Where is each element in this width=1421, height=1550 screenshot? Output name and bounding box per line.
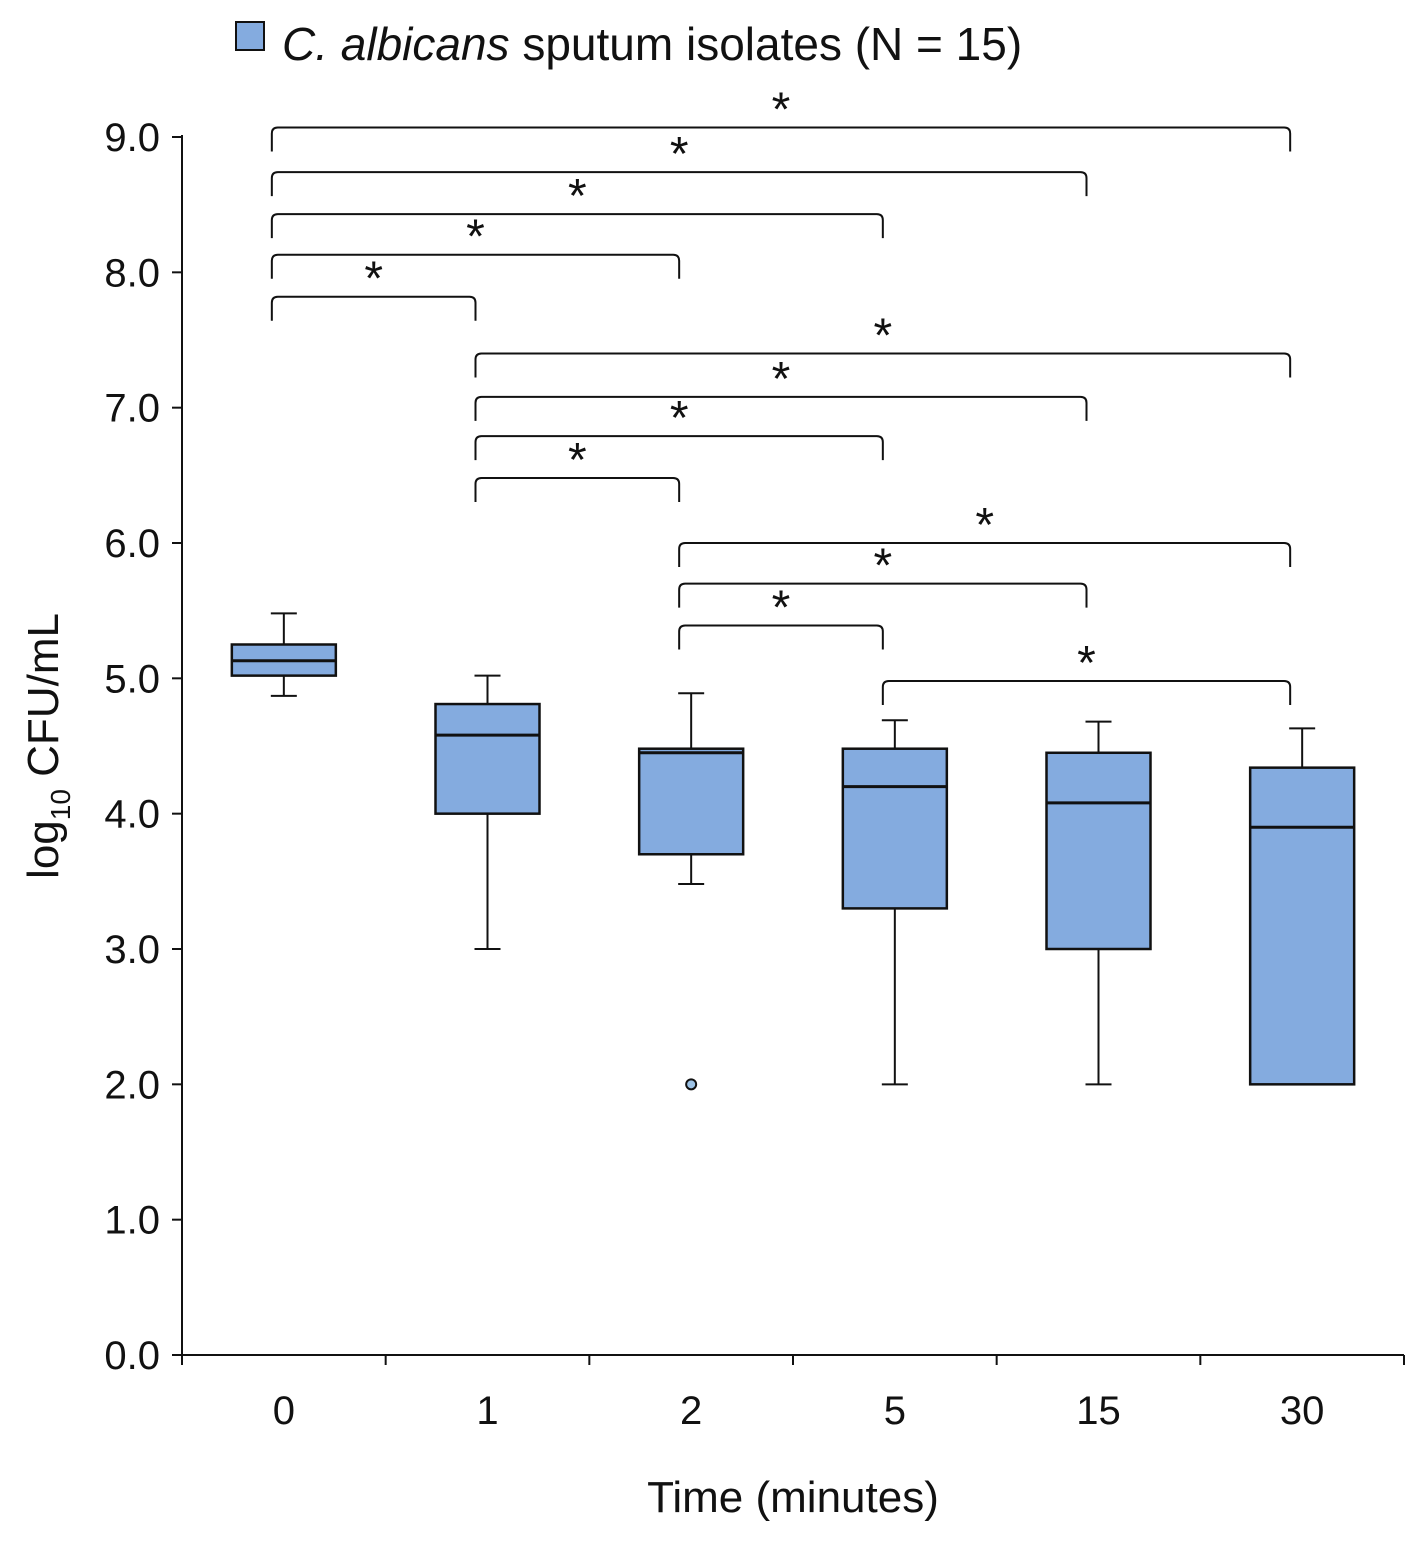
x-tick-label: 1 [476, 1389, 498, 1433]
bracket-line [270, 295, 477, 321]
bracket-0-2: * [270, 211, 681, 279]
y-tick-label: 4.0 [104, 793, 160, 837]
significance-star: * [364, 253, 383, 306]
bracket-line [474, 395, 1088, 421]
significance-star: * [568, 170, 587, 223]
y-axis-title-tail: CFU/mL [19, 613, 68, 789]
significance-star: * [1077, 637, 1096, 690]
bracket-2-15: * [678, 540, 1088, 608]
box-iqr [434, 702, 541, 815]
bracket-line [678, 624, 884, 650]
significance-star: * [975, 499, 994, 552]
bracket-line [270, 253, 681, 279]
box-15 [1045, 720, 1152, 1086]
significance-star: * [772, 582, 791, 635]
box-2 [637, 692, 745, 1091]
y-tick-label: 3.0 [104, 928, 160, 972]
y-tick-label: 2.0 [104, 1063, 160, 1107]
outlier-point [685, 1078, 698, 1091]
legend-label-italic: C. albicans [282, 18, 510, 70]
x-tick-label: 0 [273, 1389, 295, 1433]
box-5 [841, 719, 949, 1086]
bracket-line [270, 171, 1088, 197]
bracket-5-30: * [881, 637, 1292, 706]
significance-star: * [568, 434, 587, 487]
significance-star: * [873, 310, 892, 363]
bracket-0-15: * [270, 128, 1088, 197]
axes: 0.0 1.0 2.0 3.0 4.0 5.0 6.0 7.0 8.0 9.0 0 1 2 5 15 30 [104, 116, 1405, 1433]
boxes [230, 612, 1356, 1091]
x-tick-label: 15 [1076, 1389, 1121, 1433]
y-tick-label: 5.0 [104, 657, 160, 701]
significance-star: * [670, 392, 689, 445]
x-tick-label: 5 [884, 1389, 906, 1433]
x-axis-title: Time (minutes) [647, 1473, 939, 1522]
bracket-1-15: * [474, 353, 1088, 421]
significance-brackets: * * * * * * * * * * * * * [270, 84, 1292, 706]
box-iqr [1045, 751, 1152, 951]
y-axis-title-subscript: 10 [45, 789, 76, 820]
bracket-1-2: * [474, 434, 681, 503]
bracket-line [881, 680, 1292, 706]
bracket-0-30: * [270, 84, 1292, 152]
box-iqr [637, 747, 745, 856]
legend-swatch [235, 21, 265, 51]
box-1 [434, 674, 541, 950]
y-axis-title-main: log [19, 820, 68, 879]
y-tick-label: 9.0 [104, 116, 160, 160]
bracket-line [678, 582, 1088, 608]
significance-star: * [772, 84, 791, 137]
significance-star: * [772, 353, 791, 406]
bracket-2-30: * [678, 499, 1292, 567]
bracket-2-5: * [678, 582, 884, 650]
bracket-0-1: * [270, 253, 477, 321]
box-0 [230, 612, 338, 697]
bracket-line [678, 542, 1292, 567]
bracket-1-5: * [474, 392, 884, 461]
legend: C. albicans sputum isolates (N = 15) [235, 18, 1022, 70]
y-tick-label: 7.0 [104, 387, 160, 431]
significance-star: * [873, 540, 892, 593]
y-tick-label: 0.0 [104, 1334, 160, 1378]
box-iqr [1248, 766, 1356, 1086]
significance-star: * [466, 211, 485, 264]
box-iqr [841, 747, 949, 910]
y-axis-title: log10 CFU/mL [19, 613, 76, 879]
bracket-1-30: * [474, 310, 1292, 378]
y-tick-label: 1.0 [104, 1199, 160, 1243]
x-tick-label: 30 [1280, 1389, 1325, 1433]
bracket-0-5: * [270, 170, 884, 239]
y-tick-label: 6.0 [104, 522, 160, 566]
bracket-line [474, 352, 1292, 378]
box-30 [1248, 727, 1356, 1086]
y-tick-label: 8.0 [104, 251, 160, 295]
bracket-line [270, 213, 884, 239]
x-tick-label: 2 [680, 1389, 702, 1433]
legend-label-rest: sputum isolates (N = 15) [510, 18, 1023, 70]
significance-star: * [670, 128, 689, 181]
legend-label: C. albicans sputum isolates (N = 15) [282, 18, 1022, 70]
bracket-line [474, 435, 884, 461]
bracket-line [270, 126, 1292, 152]
bracket-line [474, 477, 681, 503]
